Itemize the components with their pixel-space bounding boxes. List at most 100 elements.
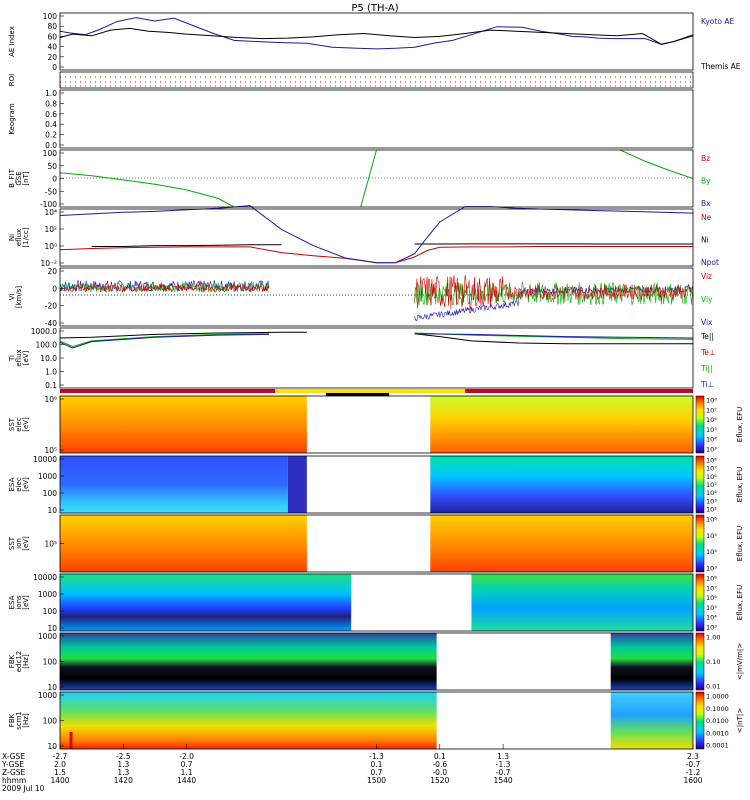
footer-value: 1440 bbox=[177, 776, 196, 785]
footer-value: 0.7 bbox=[181, 760, 193, 769]
colorbar-tick-sst_i: 10⁵ bbox=[706, 532, 717, 540]
ylabel-ni: [1/cc] bbox=[22, 227, 30, 247]
colorbar-tick-esa_i: 10⁷ bbox=[706, 584, 717, 592]
viz-trace-right bbox=[414, 274, 694, 310]
plot-title: P5 (TH-A) bbox=[351, 3, 398, 14]
colorbar-tick-sst_e: 10⁷ bbox=[706, 406, 717, 414]
ylabel-ae: AE Index bbox=[8, 26, 16, 57]
colorbar-tick-fbk_s: 0.1000 bbox=[706, 705, 729, 713]
colorbar-tick-sst_i: 10⁶ bbox=[706, 516, 717, 524]
spectrogram-esa_e-block bbox=[60, 456, 288, 513]
colorbar-tick-sst_e: 10³ bbox=[706, 446, 717, 454]
panel-frame-bfit bbox=[59, 149, 694, 208]
colorbar-tick-fbk_s: 1.0000 bbox=[706, 693, 729, 701]
series-1-line bbox=[59, 27, 694, 45]
spectrogram-fbk_s-block bbox=[610, 692, 693, 749]
te-par-right bbox=[414, 333, 693, 345]
ytick-ni: 10⁰ bbox=[44, 242, 57, 251]
legend-ti: Te|| bbox=[700, 332, 714, 341]
colorbar-label-sst_i: Eflux, EFU bbox=[736, 526, 744, 561]
ytick-bfit: -50 bbox=[45, 187, 57, 196]
ytick-vi: 0 bbox=[52, 284, 57, 293]
ytick-ae: 0 bbox=[52, 63, 57, 72]
legend-ae: Themis AE bbox=[700, 62, 741, 71]
ytick-esa_e: 10 bbox=[47, 506, 57, 515]
ylabel-esa_i: [eV] bbox=[22, 595, 30, 610]
status-bar-red-left bbox=[60, 389, 276, 393]
footer-value: 2.3 bbox=[687, 752, 699, 761]
footer-row-label: Y-GSE bbox=[1, 760, 24, 769]
footer-value: -2.7 bbox=[53, 752, 68, 761]
ytick-keogram: 0.4 bbox=[45, 120, 57, 129]
footer-value: 1.3 bbox=[117, 768, 129, 777]
ytick-keogram: 1.0 bbox=[45, 89, 57, 98]
ytick-ti: 0.1 bbox=[45, 381, 57, 390]
colorbar-tick-esa_e: 10⁸ bbox=[706, 457, 717, 465]
footer-value: 1520 bbox=[430, 776, 449, 785]
colorbar-tick-fbk_s: 0.0010 bbox=[706, 729, 729, 737]
spectrogram-sst_i-block bbox=[60, 515, 307, 572]
spectrogram-sst_e-block bbox=[430, 396, 693, 453]
panel-frame-keogram bbox=[59, 89, 694, 149]
footer-value: 0.7 bbox=[371, 768, 383, 777]
vix-trace-left bbox=[59, 280, 270, 293]
ytick-vi: -20 bbox=[45, 302, 57, 311]
ylabel-roi: ROI bbox=[8, 74, 16, 86]
footer-value: 1500 bbox=[367, 776, 386, 785]
ytick-esa_e: 10000 bbox=[33, 455, 57, 464]
ytick-fbk_e: 100 bbox=[43, 658, 58, 667]
colorbar-tick-esa_e: 10³ bbox=[706, 497, 717, 505]
panel-frame-roi bbox=[59, 71, 694, 89]
panel-frame-vi bbox=[59, 267, 694, 327]
footer-value: -0.7 bbox=[686, 760, 701, 769]
ytick-ni: 10⁻² bbox=[40, 259, 57, 268]
colorbar-tick-sst_i: 10³ bbox=[706, 565, 717, 573]
ytick-fbk_s: 1000 bbox=[38, 691, 57, 700]
spectrogram-sst_e-block bbox=[60, 396, 307, 453]
colorbar-tick-fbk_e: 1.00 bbox=[706, 634, 720, 642]
ylabel-fbk_e: [Hz] bbox=[22, 654, 30, 669]
colorbar-tick-fbk_s: 0.0100 bbox=[706, 717, 729, 725]
ylabel-bfit: GSE bbox=[15, 171, 23, 185]
spectrogram-esa_e-block bbox=[430, 456, 693, 513]
ytick-keogram: 0.0 bbox=[45, 141, 57, 150]
ylabel-vi: [km/s] bbox=[15, 286, 23, 309]
legend-ni: Ni bbox=[701, 236, 709, 245]
legend-bfit: By bbox=[701, 177, 711, 186]
colorbar-label-fbk_s: <|nT|> bbox=[736, 708, 744, 733]
ytick-ni: 10² bbox=[44, 225, 57, 234]
ylabel-bfit: [nT] bbox=[22, 171, 30, 185]
legend-ti: Ti⊥ bbox=[700, 380, 714, 389]
ylabel-ti: [eV] bbox=[22, 350, 30, 365]
colorbar-sst_i bbox=[695, 514, 705, 573]
colorbar-label-sst_e: Eflux, EFU bbox=[736, 407, 744, 442]
ylabel-ni: Ni bbox=[8, 234, 16, 241]
colorbar-tick-esa_e: 10⁷ bbox=[706, 465, 717, 473]
footer-value: 1420 bbox=[114, 776, 133, 785]
ytick-esa_i: 10 bbox=[47, 624, 57, 633]
spectrogram-fbk_e-block bbox=[60, 633, 437, 690]
ytick-ti: 1.0 bbox=[45, 368, 57, 377]
ytick-bfit: 0 bbox=[52, 175, 57, 184]
ylabel-sst_e: SST bbox=[8, 417, 16, 431]
ytick-sst_i: 10⁵ bbox=[44, 540, 57, 549]
ylabel-fbk_s: FBK bbox=[8, 713, 16, 727]
fbk-scm-burst bbox=[69, 732, 73, 749]
ytick-ae: 60 bbox=[47, 32, 57, 41]
ylabel-ni: eflux bbox=[15, 229, 23, 246]
ytick-esa_i: 100 bbox=[43, 607, 58, 616]
footer-value: 2.0 bbox=[54, 760, 66, 769]
status-bar-black bbox=[325, 393, 390, 396]
ti-par-left bbox=[59, 333, 269, 348]
panel-frame-ae bbox=[59, 12, 694, 71]
ti-perp-left bbox=[59, 333, 269, 349]
ytick-esa_e: 1000 bbox=[38, 472, 57, 481]
footer-value: -1.2 bbox=[686, 768, 701, 777]
footer-row-label: hhmm bbox=[2, 776, 26, 785]
footer-value: 1600 bbox=[683, 776, 702, 785]
ytick-ae: 80 bbox=[47, 22, 57, 31]
colorbar-tick-fbk_e: 0.10 bbox=[706, 658, 720, 666]
ylabel-fbk_s: [Hz] bbox=[22, 713, 30, 728]
ylabel-sst_e: elec bbox=[15, 417, 23, 432]
